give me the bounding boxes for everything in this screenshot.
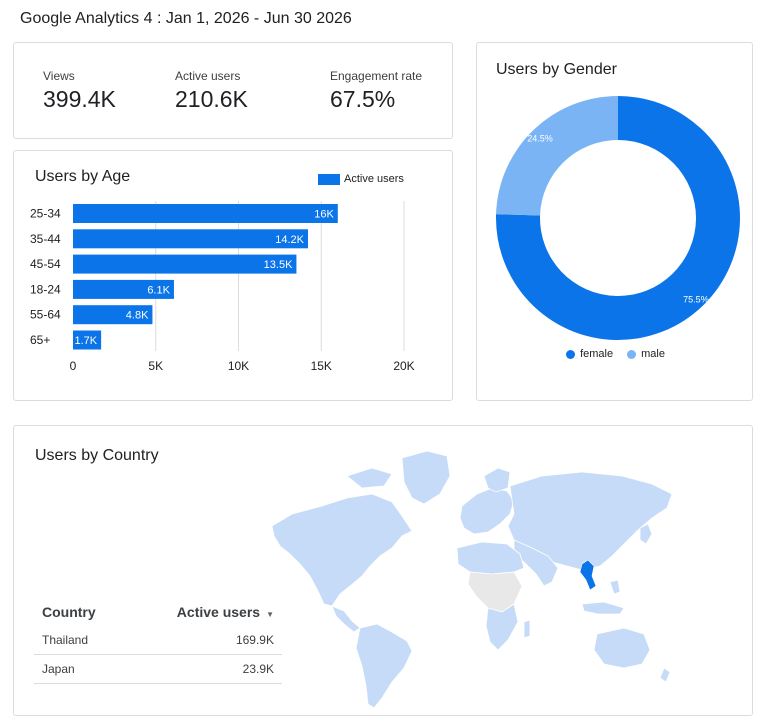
age-bar[interactable] [73,204,338,223]
users-by-age-card: 0 5K 10K 15K 20K 25-34 16K 35-44 14.2K 45-54 13.5K… [13,150,453,401]
legend-item-female[interactable]: female [566,348,613,360]
table-cell-active-users: 169.9K [235,633,274,647]
world-map[interactable] [252,436,752,716]
kpi-label: Engagement rate [330,69,423,83]
y-category-label: 65+ [30,333,50,347]
age-card-title: Users by Age [35,168,131,185]
donut-slice-female[interactable] [496,96,740,340]
region-madagascar[interactable] [523,619,531,639]
region-japan[interactable] [639,523,653,545]
kpi-scorecard-card: Views 399.4K Active users 210.6K Engagem… [13,42,453,139]
bar-data-label: 13.5K [264,259,293,271]
y-category-label: 18-24 [30,282,61,296]
column-header-active-users: Active users [176,604,261,620]
column-header-country[interactable]: Country [42,604,96,620]
table-cell-country: Thailand [42,633,89,647]
kpi-active-users: Active users 210.6K [175,69,248,113]
country-card-title: Users by Country [35,447,159,464]
legend-item-male[interactable]: male [627,348,665,360]
x-tick-label: 0 [70,359,77,373]
y-category-label: 35-44 [30,232,61,246]
y-category-label: 55-64 [30,308,61,322]
page-title: Google Analytics 4 : Jan 1, 2026 - Jun 3… [20,10,352,27]
age-bar[interactable] [73,330,102,350]
legend-swatch [318,173,340,185]
region-central-america[interactable] [331,605,361,633]
bar-data-label: 4.8K [126,310,149,322]
x-tick-label: 10K [228,359,249,373]
kpi-views: Views 399.4K [43,69,116,113]
age-bar[interactable] [73,305,153,325]
table-cell-country: Japan [42,662,75,676]
age-bar[interactable] [73,279,174,299]
country-table: Country Active users ▼ Thailand 169.9K Ja… [34,598,282,684]
age-bar-chart: 0 5K 10K 15K 20K 25-34 16K 35-44 14.2K 45-54 13.5K… [30,201,415,373]
map-africa [456,541,531,651]
region-africa-north[interactable] [456,541,525,575]
region-north-america[interactable] [271,493,413,607]
gender-legend: female male [477,348,754,360]
region-greenland[interactable] [401,450,451,505]
region-australia[interactable] [593,627,651,669]
bar-data-label: 1.7K [74,335,97,347]
kpi-label: Active users [175,69,241,83]
users-by-gender-card: 75.5% 24.5% Users by Gender female male [476,42,753,401]
region-europe[interactable] [459,487,515,535]
legend-dot [566,349,576,359]
legend-dot [627,349,637,359]
bar-data-label: 14.2K [275,234,304,246]
legend-label: Active users [344,173,404,185]
y-category-label: 25-34 [30,207,61,221]
table-row[interactable]: Japan 23.9K [34,655,282,684]
table-row[interactable]: Thailand 169.9K [34,626,282,655]
legend-label: female [580,348,614,360]
gender-card-title: Users by Gender [496,61,617,78]
region-thailand[interactable] [579,559,597,591]
x-tick-label: 20K [393,359,414,373]
sort-desc-icon: ▼ [266,610,274,619]
table-cell-active-users: 23.9K [242,662,274,676]
users-by-country-card: Users by Country [13,425,753,716]
column-header-active-users-wrap[interactable]: Active users ▼ [177,604,274,620]
region-maritime-se-asia[interactable] [581,579,625,615]
age-legend: Active users [318,173,404,185]
region-new-zealand[interactable] [659,667,671,683]
donut-slice-male[interactable] [496,96,618,216]
x-tick-label: 15K [311,359,332,373]
table-header: Country Active users ▼ [34,598,282,626]
kpi-label: Views [43,69,75,83]
region-africa-south[interactable] [485,603,519,651]
kpi-value: 67.5% [330,86,396,112]
kpi-value: 210.6K [175,86,248,112]
slice-data-label: 75.5% [683,294,709,304]
y-category-label: 45-54 [30,257,61,271]
map-land [271,450,673,709]
region-arctic-islands[interactable] [346,467,393,489]
gender-donut-chart: 75.5% 24.5% [496,96,740,340]
x-tick-label: 5K [148,359,163,373]
bar-data-label: 16K [314,209,334,221]
region-scandinavia[interactable] [483,467,511,493]
age-bar[interactable] [73,229,309,249]
bar-data-label: 6.1K [147,284,170,296]
legend-label: male [641,348,665,360]
age-bar[interactable] [73,254,297,274]
kpi-value: 399.4K [43,86,116,112]
region-south-america[interactable] [355,623,413,709]
kpi-engagement-rate: Engagement rate 67.5% [330,69,422,113]
slice-data-label: 24.5% [527,134,553,144]
